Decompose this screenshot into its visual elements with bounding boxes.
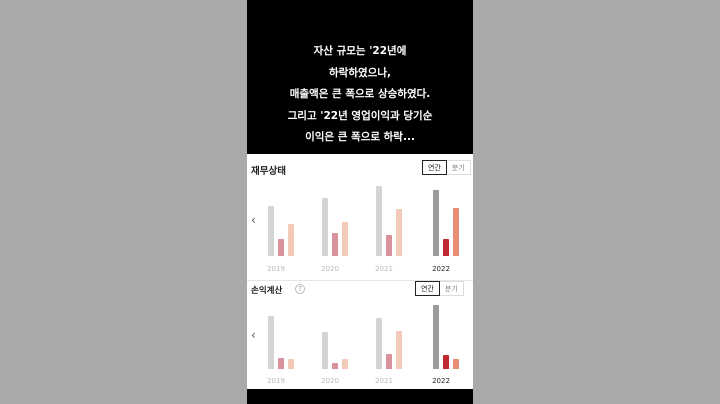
financial-bar-2021-3 xyxy=(396,209,402,256)
income-year-label: 2019 xyxy=(267,377,285,385)
caption-overlay: 자산 규모는 '22년에 하락하였으나, 매출액은 큰 폭으로 상승하였다. 그… xyxy=(247,41,473,149)
income-bar-2021-3 xyxy=(396,331,402,369)
income-bar-2020-3 xyxy=(342,359,348,369)
income-year-label: 2022 xyxy=(432,377,450,385)
financial-bar-2019-1 xyxy=(268,206,274,256)
income-bar-2019-1 xyxy=(268,316,274,369)
financial-bar-2022-3 xyxy=(453,208,459,256)
income-statement-title: 손익계산 xyxy=(251,286,283,296)
financial-annual-tab[interactable]: 연간 xyxy=(422,160,447,175)
income-bar-2022-3 xyxy=(453,359,459,369)
financial-bar-2020-1 xyxy=(322,198,328,256)
financial-year-label: 2019 xyxy=(267,265,285,273)
financial-year-label: 2021 xyxy=(375,265,393,273)
chevron-left-icon[interactable]: ‹ xyxy=(251,213,256,227)
phone-frame: 자산 규모는 '22년에 하락하였으나, 매출액은 큰 폭으로 상승하였다. 그… xyxy=(247,0,473,404)
income-period-toggle: 연간 분기 xyxy=(415,281,464,296)
financial-status-card: 재무상태 연간 분기 ‹ 2019 2020 2021 2022 xyxy=(247,154,473,280)
caption-line-5: 이익은 큰 폭으로 하락... xyxy=(305,131,415,143)
caption-line-3: 매출액은 큰 폭으로 상승하였다. xyxy=(289,88,431,100)
income-bar-2022-1 xyxy=(433,305,439,369)
caption-line-2: 하락하였으나, xyxy=(329,66,391,79)
income-year-label: 2021 xyxy=(375,377,393,385)
income-bar-2022-2 xyxy=(443,355,449,369)
income-annual-tab[interactable]: 연간 xyxy=(415,281,440,296)
financial-bar-2022-1 xyxy=(433,190,439,256)
caption-line-4: 그리고 '22년 영업이익과 당기순 xyxy=(287,109,433,122)
income-bar-2020-1 xyxy=(322,332,328,369)
income-bar-2021-2 xyxy=(386,354,392,369)
financial-status-title: 재무상태 xyxy=(251,166,286,177)
financial-bar-2021-2 xyxy=(386,235,392,256)
financial-bar-2021-1 xyxy=(376,186,382,256)
financial-bar-2019-3 xyxy=(288,224,294,256)
financial-quarter-tab[interactable]: 분기 xyxy=(446,160,471,175)
income-bar-2021-1 xyxy=(376,318,382,369)
financial-bar-2022-2 xyxy=(443,239,449,256)
income-bar-2020-2 xyxy=(332,363,338,369)
chevron-left-icon[interactable]: ‹ xyxy=(251,328,256,342)
income-bar-2019-2 xyxy=(278,358,284,369)
financial-bar-2020-2 xyxy=(332,233,338,256)
financial-bar-2019-2 xyxy=(278,239,284,256)
income-quarter-tab[interactable]: 분기 xyxy=(439,281,464,296)
financial-bar-2020-3 xyxy=(342,222,348,256)
caption-line-1: 자산 규모는 '22년에 xyxy=(313,45,407,57)
income-statement-card: 손익계산 ? 연간 분기 ‹ 2019 2020 2021 2022 xyxy=(247,280,473,389)
financial-period-toggle: 연간 분기 xyxy=(422,160,471,175)
income-year-label: 2020 xyxy=(321,377,339,385)
income-bar-2019-3 xyxy=(288,359,294,369)
question-circle-icon[interactable]: ? xyxy=(295,284,305,294)
financial-year-label: 2022 xyxy=(432,265,450,273)
financial-year-label: 2020 xyxy=(321,265,339,273)
